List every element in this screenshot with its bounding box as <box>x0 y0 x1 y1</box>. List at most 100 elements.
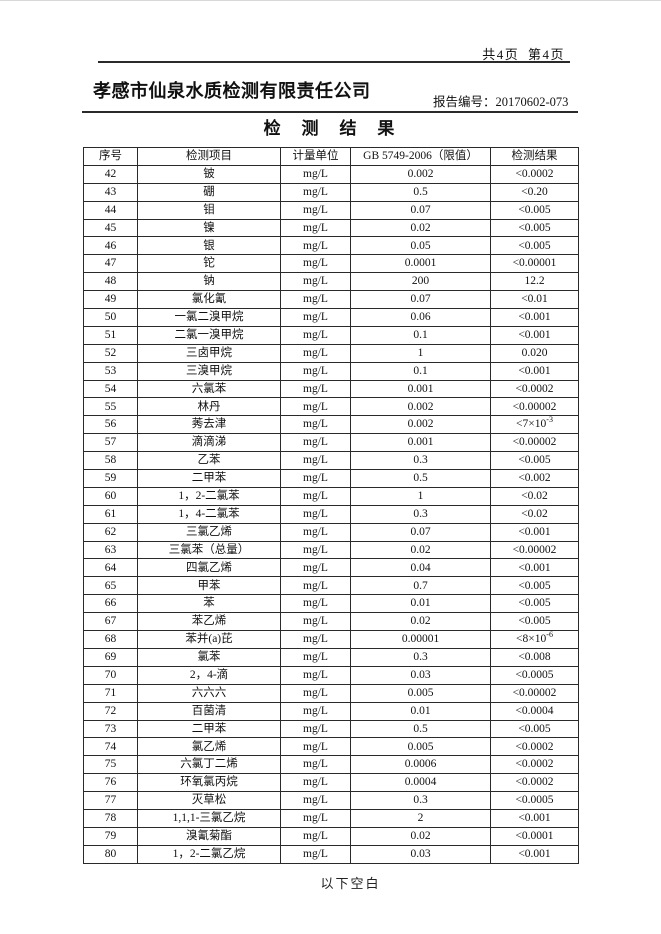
cell-col-item: 乙苯 <box>137 451 281 471</box>
cell-col-unit: mg/L <box>280 701 351 721</box>
cell-col-item: 1，2-二氯苯 <box>137 486 281 506</box>
table-row: 50 一氯二溴甲烷 mg/L 0.06 <0.001 <box>83 308 579 327</box>
header-cell-col-limit: GB 5749-2006（限值） <box>350 147 491 166</box>
cell-col-unit: mg/L <box>280 612 351 632</box>
cell-col-unit: mg/L <box>280 254 351 274</box>
table-row: 63 三氯苯（总量） mg/L 0.02 <0.00002 <box>83 540 579 560</box>
cell-col-limit: 0.1 <box>350 361 491 381</box>
cell-col-result: <0.005 <box>490 451 579 471</box>
cell-col-limit: 1 <box>350 486 491 506</box>
cell-col-result: <0.00001 <box>490 254 579 274</box>
cell-col-unit: mg/L <box>280 325 351 345</box>
cell-col-result: <0.00002 <box>490 433 579 453</box>
cell-col-result: <0.001 <box>490 308 579 327</box>
cell-col-unit: mg/L <box>280 826 351 846</box>
cell-col-result: <0.001 <box>490 522 579 542</box>
cell-col-no: 51 <box>83 325 138 345</box>
cell-col-item: 二甲苯 <box>137 469 281 488</box>
cell-col-no: 61 <box>83 504 138 524</box>
cell-col-limit: 0.02 <box>350 218 491 238</box>
cell-col-result: <0.0001 <box>490 826 579 846</box>
cell-col-unit: mg/L <box>280 433 351 453</box>
cell-col-limit: 0.001 <box>350 433 491 453</box>
cell-col-result: <0.005 <box>490 576 579 596</box>
cell-col-unit: mg/L <box>280 647 351 667</box>
cell-col-item: 铍 <box>137 164 281 184</box>
cell-col-limit: 0.06 <box>350 308 491 327</box>
results-table-body: 42 铍 mg/L 0.002 <0.0002 43 硼 mg/L 0.5 <0.20 44 钼 mg/… <box>83 164 579 864</box>
cell-col-limit: 2 <box>350 808 491 828</box>
cell-col-unit: mg/L <box>280 808 351 828</box>
table-row: 49 氯化氰 mg/L 0.07 <0.01 <box>83 290 579 310</box>
cell-col-unit: mg/L <box>280 755 351 775</box>
cell-col-no: 75 <box>83 755 138 775</box>
header-cell-col-no: 序号 <box>83 147 138 166</box>
cell-col-no: 59 <box>83 469 138 488</box>
cell-col-limit: 0.7 <box>350 576 491 596</box>
cell-col-item: 二氯一溴甲烷 <box>137 325 281 345</box>
cell-col-unit: mg/L <box>280 379 351 399</box>
cell-col-item: 一氯二溴甲烷 <box>137 308 281 327</box>
cell-col-no: 76 <box>83 773 138 793</box>
table-row: 79 溴氰菊酯 mg/L 0.02 <0.0001 <box>83 826 579 846</box>
cell-col-unit: mg/L <box>280 164 351 184</box>
cell-col-item: 林丹 <box>137 397 281 417</box>
page-indicator: 共4页 第4页 <box>482 47 565 62</box>
cell-col-limit: 0.005 <box>350 683 491 703</box>
cell-col-item: 灭草松 <box>137 791 281 810</box>
cell-col-no: 53 <box>83 361 138 381</box>
cell-col-item: 甲苯 <box>137 576 281 596</box>
table-row: 76 环氧氯丙烷 mg/L 0.0004 <0.0002 <box>83 773 579 793</box>
table-row: 59 二甲苯 mg/L 0.5 <0.002 <box>83 469 579 488</box>
cell-col-no: 70 <box>83 665 138 685</box>
cell-col-unit: mg/L <box>280 361 351 381</box>
table-row: 70 2，4-滴 mg/L 0.03 <0.0005 <box>83 665 579 685</box>
table-row: 57 滴滴涕 mg/L 0.001 <0.00002 <box>83 433 579 453</box>
cell-col-limit: 0.00001 <box>350 630 491 649</box>
cell-col-result: <0.00002 <box>490 540 579 560</box>
cell-col-unit: mg/L <box>280 540 351 560</box>
cell-col-result: <0.001 <box>490 325 579 345</box>
cell-col-unit: mg/L <box>280 594 351 614</box>
results-table-head: 序号 检测项目 计量单位 GB 5749-2006（限值） 检测结果 <box>83 147 579 166</box>
cell-col-unit: mg/L <box>280 308 351 327</box>
table-row: 51 二氯一溴甲烷 mg/L 0.1 <0.001 <box>83 325 579 345</box>
cell-col-limit: 0.002 <box>350 164 491 184</box>
cell-col-no: 73 <box>83 719 138 739</box>
header-cell-col-result: 检测结果 <box>490 147 579 166</box>
table-row: 75 六氯丁二烯 mg/L 0.0006 <0.0002 <box>83 755 579 775</box>
cell-col-limit: 0.3 <box>350 451 491 471</box>
cell-col-limit: 0.04 <box>350 558 491 578</box>
cell-col-result: <0.005 <box>490 200 579 220</box>
cell-col-no: 43 <box>83 182 138 202</box>
cell-col-unit: mg/L <box>280 737 351 757</box>
cell-col-result: <0.0005 <box>490 665 579 685</box>
cell-col-item: 银 <box>137 236 281 256</box>
cell-col-no: 54 <box>83 379 138 399</box>
cell-col-unit: mg/L <box>280 236 351 256</box>
cell-col-item: 氯乙烯 <box>137 737 281 757</box>
cell-col-limit: 0.5 <box>350 719 491 739</box>
cell-col-no: 62 <box>83 522 138 542</box>
table-row: 58 乙苯 mg/L 0.3 <0.005 <box>83 451 579 471</box>
cell-col-result: <0.02 <box>490 504 579 524</box>
cell-col-result: <0.001 <box>490 844 579 864</box>
cell-col-no: 72 <box>83 701 138 721</box>
cell-col-result: <0.005 <box>490 594 579 614</box>
table-row: 62 三氯乙烯 mg/L 0.07 <0.001 <box>83 522 579 542</box>
cell-col-unit: mg/L <box>280 558 351 578</box>
cell-col-unit: mg/L <box>280 290 351 310</box>
cell-col-no: 49 <box>83 290 138 310</box>
cell-col-item: 三氯乙烯 <box>137 522 281 542</box>
table-row: 74 氯乙烯 mg/L 0.005 <0.0002 <box>83 737 579 757</box>
cell-col-limit: 200 <box>350 272 491 292</box>
document-title: 检 测 结 果 <box>263 119 398 139</box>
cell-col-result: <0.0002 <box>490 379 579 399</box>
cell-col-limit: 0.0001 <box>350 254 491 274</box>
cell-col-item: 滴滴涕 <box>137 433 281 453</box>
table-row: 47 铊 mg/L 0.0001 <0.00001 <box>83 254 579 274</box>
cell-col-no: 71 <box>83 683 138 703</box>
cell-col-item: 二甲苯 <box>137 719 281 739</box>
cell-col-no: 60 <box>83 486 138 506</box>
table-row: 53 三溴甲烷 mg/L 0.1 <0.001 <box>83 361 579 381</box>
